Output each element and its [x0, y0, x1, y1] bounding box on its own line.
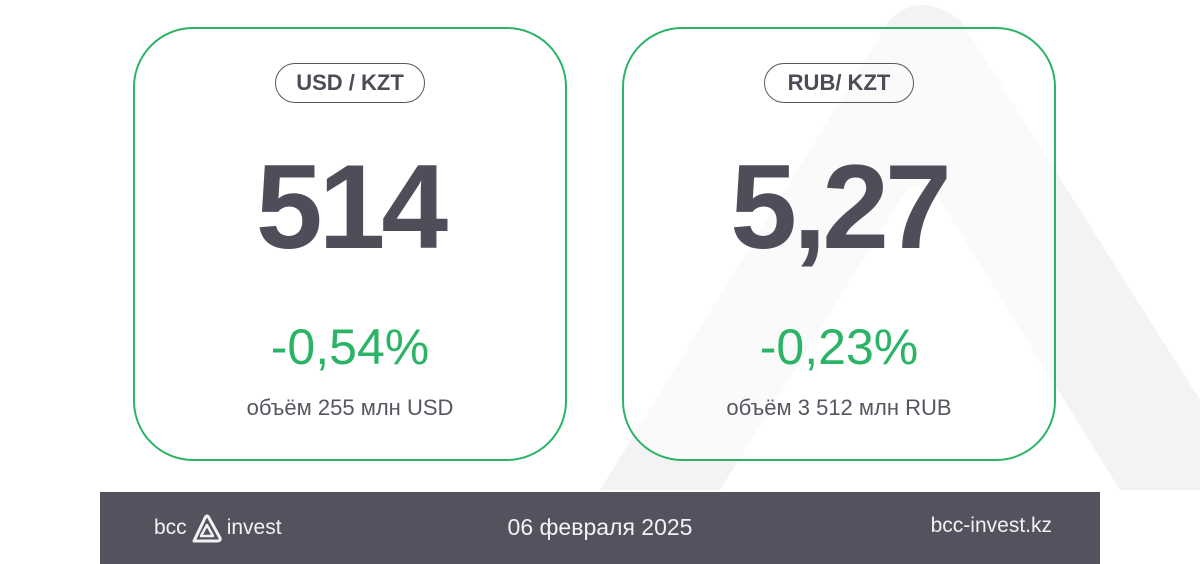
- rate-change: -0,23%: [759, 319, 919, 375]
- rub-kzt-card: RUB/ KZT 5,27 -0,23% объём 3 512 млн RUB: [622, 27, 1056, 461]
- trade-volume: объём 3 512 млн RUB: [726, 395, 952, 420]
- footer-bar: bcc invest 06 февраля 2025 bcc-invest.kz: [100, 492, 1100, 564]
- bcc-logo-triangle-icon: [192, 514, 222, 543]
- logo-text-bcc: bcc: [154, 516, 187, 539]
- website-link[interactable]: bcc-invest.kz: [930, 514, 1052, 537]
- currency-pair-label: RUB/ KZT: [764, 63, 914, 103]
- rate-change: -0,54%: [270, 319, 430, 375]
- exchange-rate: 514: [255, 140, 448, 274]
- report-date: 06 февраля 2025: [507, 514, 693, 540]
- currency-pair-label: USD / KZT: [275, 63, 425, 103]
- usd-kzt-card: USD / KZT 514 -0,54% объём 255 млн USD: [133, 27, 567, 461]
- exchange-rate: 5,27: [730, 140, 952, 274]
- logo-text-invest: invest: [226, 516, 282, 539]
- trade-volume: объём 255 млн USD: [246, 395, 454, 420]
- bcc-invest-logo: bcc invest: [154, 512, 282, 544]
